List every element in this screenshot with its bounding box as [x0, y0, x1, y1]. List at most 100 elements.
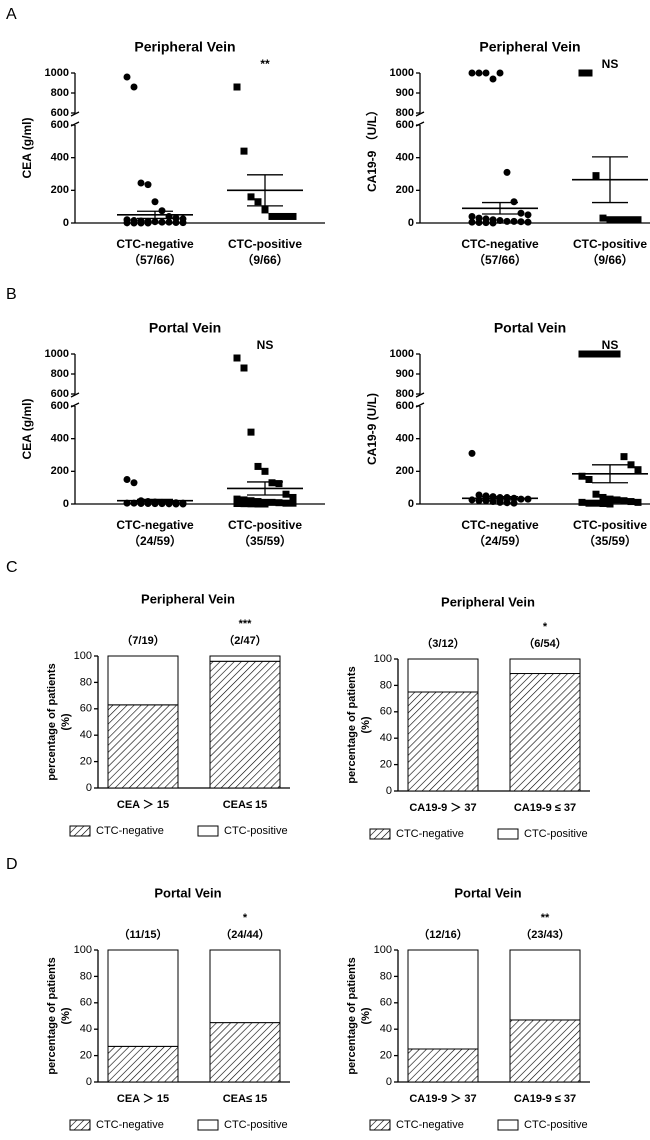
y-tick-label: 100 — [374, 944, 392, 956]
point — [489, 219, 497, 227]
point — [634, 216, 642, 224]
y-tick-label: 600 — [51, 388, 69, 400]
legend-label: CTC-positive — [524, 1119, 588, 1131]
chart-title: Peripheral Vein — [134, 39, 235, 55]
chart-title: Peripheral Vein — [441, 594, 535, 609]
y-tick-label: 200 — [51, 184, 69, 196]
point — [233, 354, 241, 362]
chart-title: Portal Vein — [149, 320, 221, 336]
axis-break — [70, 111, 80, 117]
point — [179, 500, 187, 508]
legend-label: CTC-negative — [396, 828, 464, 840]
point — [627, 461, 635, 469]
bar-segment — [509, 949, 581, 1021]
point — [517, 209, 525, 217]
y-axis-label: percentage of patients — [46, 663, 58, 780]
point — [289, 493, 297, 501]
axis-break — [70, 392, 80, 398]
point — [517, 495, 525, 503]
point — [592, 499, 600, 507]
legend-swatch — [69, 825, 91, 837]
category-label: CEA ＞ 15 — [117, 1093, 169, 1105]
point — [578, 498, 586, 506]
y-tick-label: 80 — [80, 676, 92, 688]
count-label: （9/66） — [241, 252, 288, 267]
legend-label: CTC-positive — [524, 828, 588, 840]
significance: NS — [602, 338, 619, 352]
category-label: CTC-positive — [573, 237, 647, 251]
y-tick-label: 20 — [380, 759, 392, 771]
count-label: （24/44） — [220, 928, 270, 941]
y-tick-label: 40 — [80, 1023, 92, 1035]
point — [489, 75, 497, 83]
y-tick-label: 40 — [380, 1023, 392, 1035]
category-label: CTC-negative — [461, 518, 539, 532]
point — [158, 218, 166, 226]
y-tick-label: 600 — [51, 119, 69, 131]
significance: * — [543, 621, 548, 633]
y-tick-label: 100 — [374, 653, 392, 665]
point — [620, 216, 628, 224]
y-axis-label: (%) — [60, 1007, 72, 1024]
bar-segment — [509, 1019, 581, 1083]
y-tick-label: 80 — [380, 679, 392, 691]
y-axis-label: CEA (g/ml) — [20, 118, 34, 179]
count-label: （2/47） — [223, 634, 266, 647]
category-label: CEA ＞ 15 — [117, 799, 169, 811]
point — [275, 212, 283, 220]
bar-segment — [209, 949, 281, 1024]
point — [578, 350, 586, 358]
y-tick-label: 600 — [396, 400, 414, 412]
bar-segment — [509, 673, 581, 792]
panel-label: B — [6, 286, 17, 303]
y-axis-label: percentage of patients — [346, 666, 358, 783]
axis-break — [415, 392, 425, 398]
point — [620, 497, 628, 505]
point — [524, 211, 532, 219]
significance: NS — [257, 338, 274, 352]
point — [634, 498, 642, 506]
panel-label: C — [6, 559, 18, 576]
point — [599, 500, 607, 508]
chart: Portal Vein percentage of patients (%) 0 20 4… — [346, 885, 590, 1131]
bar-segment — [107, 1045, 179, 1083]
y-axis-label: CEA (g/ml) — [20, 399, 34, 460]
point — [240, 500, 248, 508]
point — [144, 181, 152, 189]
point — [261, 206, 269, 214]
point — [123, 219, 131, 227]
chart-title: Peripheral Vein — [479, 39, 580, 55]
point — [496, 69, 504, 77]
point — [585, 476, 593, 483]
point — [172, 219, 180, 227]
count-label: （6/54） — [523, 637, 566, 650]
axis-break — [415, 111, 425, 117]
point — [627, 498, 635, 506]
y-tick-label: 0 — [63, 217, 69, 229]
point — [282, 499, 290, 507]
legend-label: CTC-negative — [96, 1119, 164, 1131]
bar-segment — [509, 658, 581, 675]
y-tick-label: 200 — [396, 184, 414, 196]
significance: * — [243, 912, 248, 924]
y-tick-label: 0 — [86, 782, 92, 794]
point — [268, 498, 276, 506]
bar-segment — [407, 949, 479, 1050]
point — [510, 499, 518, 507]
point — [475, 219, 483, 227]
point — [261, 467, 269, 475]
y-tick-label: 20 — [80, 1050, 92, 1062]
y-tick-label: 80 — [80, 970, 92, 982]
point — [130, 479, 138, 487]
point — [261, 500, 269, 508]
chart-title: Peripheral Vein — [141, 591, 235, 606]
category-label: CEA≤ 15 — [223, 799, 268, 811]
point — [233, 500, 241, 508]
point — [606, 350, 614, 358]
point — [268, 479, 276, 487]
y-tick-label: 900 — [396, 368, 414, 380]
count-label: （57/66） — [473, 252, 527, 267]
point — [613, 216, 621, 224]
count-label: （3/12） — [421, 637, 464, 650]
